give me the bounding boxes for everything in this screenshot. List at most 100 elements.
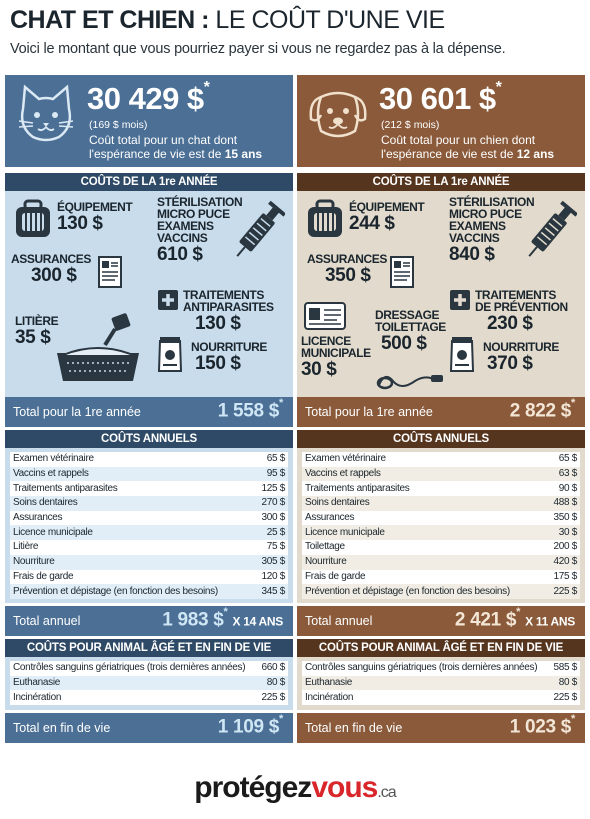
row-value: 660 $ bbox=[248, 661, 288, 676]
cat-column: 30 429 $* (169 $ mois) Coût total pour u… bbox=[5, 75, 293, 747]
table-row: Toilettage 200 $ bbox=[302, 540, 580, 555]
cat-description: Coût total pour un chat dont l'espérance… bbox=[89, 133, 263, 161]
cat-annual-panel: Examen vétérinaire 65 $ Vaccins et rappels… bbox=[5, 448, 293, 603]
row-label: Examen vétérinaire bbox=[302, 452, 540, 467]
cat-end-total-row: Total en fin de vie 1 109 $* bbox=[5, 713, 293, 743]
table-row: Nourriture 305 $ bbox=[10, 554, 288, 570]
protegezvous-logo[interactable]: protégezvous.ca bbox=[194, 771, 396, 804]
row-value: 175 $ bbox=[540, 569, 580, 585]
dog-prevention-treatments: TRAITEMENTS DE PRÉVENTION 230 $ bbox=[475, 288, 568, 334]
row-value: 25 $ bbox=[248, 525, 288, 541]
row-value: 350 $ bbox=[540, 510, 580, 526]
table-row: Incinération 225 $ bbox=[302, 690, 580, 706]
row-value: 90 $ bbox=[540, 481, 580, 497]
table-row: Assurances 300 $ bbox=[10, 510, 288, 526]
dog-equipment: ÉQUIPEMENT 244 $ bbox=[349, 200, 425, 234]
cat-first-year-title: COÛTS DE LA 1re ANNÉE bbox=[5, 173, 293, 191]
row-value: 80 $ bbox=[248, 675, 288, 691]
page-subtitle: Voici le montant que vous pourriez payer… bbox=[10, 41, 506, 57]
table-row: Contrôles sanguins gériatriques (trois d… bbox=[10, 661, 288, 676]
dog-end-total-label: Total en fin de vie bbox=[305, 721, 403, 735]
syringe-icon bbox=[528, 200, 577, 257]
dog-senior-title: COÛTS POUR ANIMAL ÂGÉ ET EN FIN DE VIE bbox=[297, 639, 585, 657]
table-row: Licence municipale 25 $ bbox=[10, 525, 288, 541]
row-label: Litière bbox=[10, 540, 248, 555]
row-label: Prévention et dépistage (en fonction des… bbox=[302, 584, 540, 599]
cat-annual-total-value: 1 983 $* X 14 ANS bbox=[162, 606, 283, 631]
cat-end-total-label: Total en fin de vie bbox=[13, 721, 111, 735]
row-label: Vaccins et rappels bbox=[10, 466, 248, 482]
row-label: Contrôles sanguins gériatriques (trois d… bbox=[302, 661, 541, 676]
table-row: Incinération 225 $ bbox=[10, 690, 288, 706]
row-label: Contrôles sanguins gériatriques (trois d… bbox=[10, 661, 249, 676]
cat-annual-title: COÛTS ANNUELS bbox=[5, 430, 293, 448]
cat-hero: 30 429 $* (169 $ mois) Coût total pour u… bbox=[5, 75, 293, 167]
cat-face-icon bbox=[18, 84, 74, 142]
row-label: Nourriture bbox=[10, 554, 248, 570]
row-value: 75 $ bbox=[248, 540, 288, 555]
table-row: Traitements antiparasites 90 $ bbox=[302, 481, 580, 497]
row-label: Frais de garde bbox=[302, 569, 540, 585]
row-label: Assurances bbox=[302, 510, 540, 526]
dog-senior-table: Contrôles sanguins gériatriques (trois d… bbox=[302, 661, 580, 706]
row-label: Licence municipale bbox=[10, 525, 248, 541]
pet-carrier-icon bbox=[16, 199, 50, 237]
medical-cross-icon bbox=[450, 290, 470, 310]
dog-end-total-value: 1 023 $* bbox=[509, 713, 576, 738]
cat-annual-table: Examen vétérinaire 65 $ Vaccins et rappels… bbox=[10, 452, 288, 599]
table-row: Litière 75 $ bbox=[10, 540, 288, 555]
table-row: Licence municipale 30 $ bbox=[302, 525, 580, 541]
cat-total-cost: 30 429 $* bbox=[87, 78, 210, 116]
row-label: Vaccins et rappels bbox=[302, 466, 540, 482]
row-label: Soins dentaires bbox=[302, 496, 540, 511]
row-label: Nourriture bbox=[302, 554, 540, 570]
row-label: Incinération bbox=[10, 690, 249, 706]
dog-annual-total-row: Total annuel 2 421 $* X 11 ANS bbox=[297, 606, 585, 636]
row-value: 95 $ bbox=[248, 466, 288, 482]
dog-hero: 30 601 $* (212 $ mois) Coût total pour u… bbox=[297, 75, 585, 167]
table-row: Examen vétérinaire 65 $ bbox=[10, 452, 288, 467]
dog-monthly-cost: (212 $ mois) bbox=[381, 119, 440, 131]
dog-first-year-total-value: 2 822 $* bbox=[509, 397, 576, 422]
table-row: Assurances 350 $ bbox=[302, 510, 580, 526]
dog-annual-title: COÛTS ANNUELS bbox=[297, 430, 585, 448]
cat-equipment: ÉQUIPEMENT 130 $ bbox=[57, 200, 133, 234]
dog-annual-panel: Examen vétérinaire 65 $ Vaccins et rappels… bbox=[297, 448, 585, 603]
row-value: 120 $ bbox=[248, 569, 288, 585]
litter-box-icon bbox=[57, 313, 139, 381]
cat-litter: LITIÈRE 35 $ bbox=[15, 314, 59, 348]
row-value: 585 $ bbox=[540, 661, 580, 676]
row-value: 488 $ bbox=[540, 496, 580, 511]
insurance-document-icon bbox=[98, 256, 122, 288]
license-card-icon bbox=[304, 302, 346, 330]
dog-first-year-total-row: Total pour la 1re année 2 822 $* bbox=[297, 397, 585, 427]
cat-first-year-panel: ÉQUIPEMENT 130 $ STÉRILISATION MICRO PUC… bbox=[5, 191, 293, 403]
cat-first-year-total-row: Total pour la 1re année 1 558 $* bbox=[5, 397, 293, 427]
row-value: 225 $ bbox=[540, 584, 580, 599]
cat-senior-panel: Contrôles sanguins gériatriques (trois d… bbox=[5, 657, 293, 710]
dog-senior-panel: Contrôles sanguins gériatriques (trois d… bbox=[297, 657, 585, 710]
dog-training-grooming: DRESSAGE TOILETTAGE 500 $ bbox=[375, 308, 446, 354]
row-value: 420 $ bbox=[540, 554, 580, 570]
cat-food: NOURRITURE 150 $ bbox=[191, 340, 267, 374]
cat-food-bag-icon bbox=[157, 337, 183, 372]
insurance-document-icon bbox=[390, 256, 414, 288]
table-row: Traitements antiparasites 125 $ bbox=[10, 481, 288, 497]
row-label: Assurances bbox=[10, 510, 248, 526]
dog-annual-total-value: 2 421 $* X 11 ANS bbox=[454, 606, 575, 631]
table-row: Soins dentaires 488 $ bbox=[302, 496, 580, 511]
row-value: 65 $ bbox=[248, 452, 288, 467]
row-value: 30 $ bbox=[540, 525, 580, 541]
leash-icon bbox=[376, 375, 443, 390]
cat-antiparasite-treatments: TRAITEMENTS ANTIPARASITES 130 $ bbox=[183, 288, 274, 334]
row-label: Toilettage bbox=[302, 540, 540, 555]
row-value: 300 $ bbox=[248, 510, 288, 526]
medical-cross-icon bbox=[158, 290, 178, 310]
syringe-icon bbox=[236, 200, 285, 257]
table-row: Prévention et dépistage (en fonction des… bbox=[302, 584, 580, 599]
row-label: Euthanasie bbox=[302, 675, 541, 691]
cat-first-year-total-value: 1 558 $* bbox=[217, 397, 284, 422]
table-row: Prévention et dépistage (en fonction des… bbox=[10, 584, 288, 599]
table-row: Vaccins et rappels 95 $ bbox=[10, 466, 288, 482]
dog-annual-table: Examen vétérinaire 65 $ Vaccins et rappels… bbox=[302, 452, 580, 599]
